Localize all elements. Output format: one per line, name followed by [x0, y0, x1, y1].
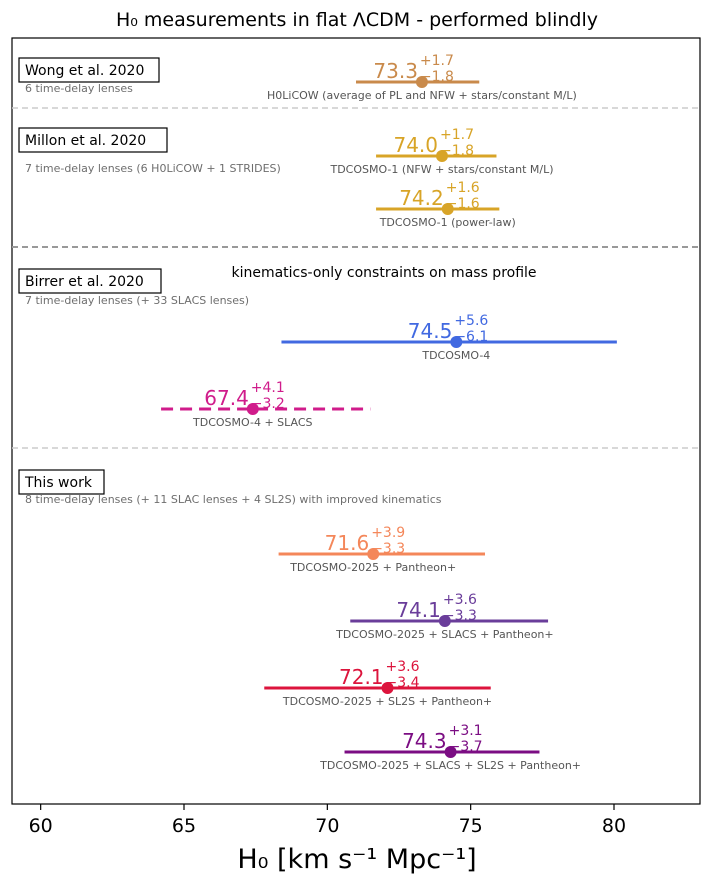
point-marker — [381, 682, 394, 694]
group-description: 6 time-delay lenses — [25, 82, 133, 95]
point-marker — [444, 746, 457, 758]
upper-error-label: +5.6 — [454, 313, 488, 329]
upper-error-label: +3.6 — [386, 659, 420, 675]
group-description: 7 time-delay lenses (6 H0LiCOW + 1 STRID… — [25, 162, 281, 175]
lower-error-label: −3.3 — [443, 608, 477, 624]
group-label-box — [18, 127, 168, 153]
value-label: 67.4 — [204, 386, 249, 410]
upper-error-label: +3.1 — [449, 723, 483, 739]
measurement-label: H0LiCOW (average of PL and NFW + stars/c… — [267, 89, 577, 102]
lower-error-label: −1.8 — [440, 143, 474, 159]
measurement: 74.5 +5.6−6.1 TDCOSMO-4 — [281, 313, 617, 362]
lower-error-label: −6.1 — [454, 329, 488, 345]
x-tick-label: 75 — [459, 815, 483, 837]
group-note: kinematics-only constraints on mass prof… — [231, 265, 536, 281]
lower-error-label: −3.2 — [251, 396, 285, 412]
group-wong: Wong et al. 2020 6 time-delay lenses 73.3 +… — [18, 53, 577, 102]
group-label: Millon et al. 2020 — [25, 133, 146, 149]
measurement: 74.2 +1.6−1.6 TDCOSMO-1 (power-law) — [376, 180, 516, 229]
value-label: 71.6 — [325, 531, 370, 555]
lower-error-label: −1.6 — [446, 196, 480, 212]
x-tick-label: 70 — [315, 815, 339, 837]
value-label: 73.3 — [373, 59, 418, 83]
x-tick-label: 65 — [172, 815, 196, 837]
upper-error-label: +3.9 — [371, 525, 405, 541]
group-description: 7 time-delay lenses (+ 33 SLACS lenses) — [25, 294, 249, 307]
value-label: 74.2 — [399, 186, 444, 210]
upper-error-label: +4.1 — [251, 380, 285, 396]
measurement-label: TDCOSMO-2025 + SLACS + Pantheon+ — [335, 628, 554, 641]
group-label-box — [18, 469, 105, 495]
group-label-box — [18, 268, 162, 294]
lower-error-label: −3.4 — [386, 675, 420, 691]
x-tick-label: 60 — [29, 815, 53, 837]
upper-error-label: +3.6 — [443, 592, 477, 608]
measurement-label: TDCOSMO-2025 + SL2S + Pantheon+ — [282, 695, 492, 708]
value-label: 74.0 — [393, 133, 438, 157]
lower-error-label: −3.7 — [449, 739, 483, 755]
measurement-label: TDCOSMO-2025 + SLACS + SL2S + Pantheon+ — [319, 759, 581, 772]
group-label-box — [18, 57, 160, 83]
measurement-label: TDCOSMO-2025 + Pantheon+ — [289, 561, 456, 574]
point-marker — [367, 548, 380, 560]
x-axis-ticks: 60 65 70 75 80 — [29, 804, 626, 837]
group-separators — [12, 107, 700, 449]
point-marker — [415, 76, 428, 88]
chart-title: H₀ measurements in flat ΛCDM - performed… — [116, 9, 598, 31]
measurement: 74.3 +3.1−3.7 TDCOSMO-2025 + SLACS + SL2S … — [319, 723, 581, 772]
x-tick-label: 80 — [602, 815, 626, 837]
point-marker — [246, 403, 259, 415]
measurement-label: TDCOSMO-1 (power-law) — [379, 216, 516, 229]
upper-error-label: +1.7 — [440, 127, 474, 143]
point-marker — [450, 336, 463, 348]
value-label: 74.3 — [402, 729, 447, 753]
group-birrer: Birrer et al. 2020 7 time-delay lenses (+… — [18, 265, 617, 429]
measurement: 71.6 +3.9−3.3 TDCOSMO-2025 + Pantheon+ — [278, 525, 485, 574]
group-thiswork: This work 8 time-delay lenses (+ 11 SLAC … — [18, 469, 581, 772]
value-label: 74.1 — [396, 598, 441, 622]
value-label: 72.1 — [339, 665, 384, 689]
lower-error-label: −3.3 — [371, 541, 405, 557]
measurement-label: TDCOSMO-4 + SLACS — [192, 416, 313, 429]
value-label: 74.5 — [408, 319, 453, 343]
measurement-label: TDCOSMO-4 — [421, 349, 490, 362]
group-millon: Millon et al. 2020 7 time-delay lenses (6… — [18, 127, 554, 229]
measurement: 67.4 +4.1−3.2 TDCOSMO-4 + SLACS — [161, 380, 371, 429]
lower-error-label: −1.8 — [420, 69, 454, 85]
point-marker — [441, 203, 454, 215]
upper-error-label: +1.7 — [420, 53, 454, 69]
point-marker — [438, 615, 451, 627]
group-label: Wong et al. 2020 — [25, 63, 144, 79]
point-marker — [436, 150, 448, 162]
measurement: 74.1 +3.6−3.3 TDCOSMO-2025 + SLACS + Panth… — [335, 592, 554, 641]
group-label: This work — [24, 475, 93, 491]
measurement: 73.3 +1.7−1.8 H0LiCOW (average of PL and N… — [267, 53, 577, 102]
measurement-label: TDCOSMO-1 (NFW + stars/constant M/L) — [329, 163, 553, 176]
plot-frame — [11, 37, 701, 805]
measurement: 72.1 +3.6−3.4 TDCOSMO-2025 + SL2S + Panthe… — [264, 659, 492, 708]
x-axis-label: H₀ [km s⁻¹ Mpc⁻¹] — [237, 844, 476, 875]
group-description: 8 time-delay lenses (+ 11 SLAC lenses + … — [25, 493, 442, 506]
upper-error-label: +1.6 — [446, 180, 480, 196]
group-label: Birrer et al. 2020 — [25, 274, 144, 290]
measurement: 74.0 +1.7−1.8 TDCOSMO-1 (NFW + stars/const… — [329, 127, 553, 176]
